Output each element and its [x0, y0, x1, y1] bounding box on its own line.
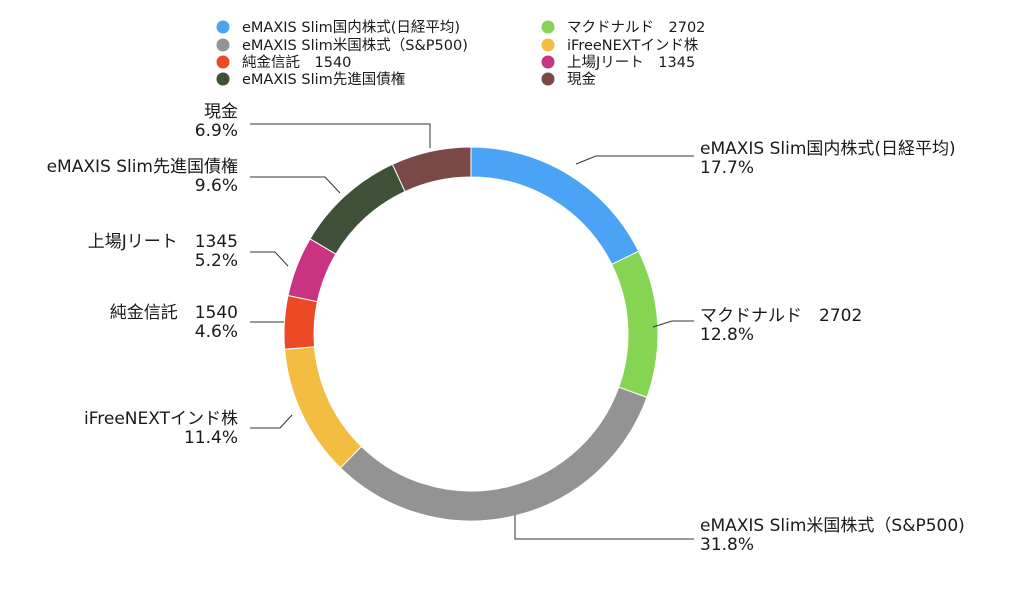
- donut-slice: [339, 386, 648, 522]
- donut-slices: [283, 146, 659, 522]
- legend-label: eMAXIS Slim米国株式（S&P500): [242, 37, 468, 54]
- legend-item: eMAXIS Slim先進国債権: [216, 71, 405, 88]
- donut-slice: [283, 294, 318, 350]
- leader-line: [250, 251, 289, 267]
- legend-label: 現金: [567, 71, 596, 88]
- slice-percent-label: 17.7%: [700, 158, 754, 178]
- leader-line: [652, 320, 694, 328]
- slice-label: eMAXIS Slim米国株式（S&P500)31.8%: [700, 516, 965, 555]
- donut-slice: [284, 346, 363, 469]
- slice-name-label: マクドナルド 2702: [700, 306, 862, 326]
- slice-name-label: 現金: [204, 102, 238, 122]
- legend-swatch: [541, 20, 555, 34]
- donut-slice: [470, 146, 640, 266]
- slice-name-label: eMAXIS Slim先進国債権: [47, 157, 238, 177]
- donut-slice: [611, 250, 659, 398]
- slice-percent-label: 5.2%: [195, 251, 238, 271]
- slice-percent-label: 12.8%: [700, 325, 754, 345]
- chart-legend: eMAXIS Slim国内株式(日経平均) マクドナルド 2702 eMAXIS S…: [216, 19, 705, 88]
- donut-slice: [391, 146, 472, 193]
- legend-swatch: [541, 38, 555, 52]
- legend-label: マクドナルド 2702: [567, 19, 705, 36]
- legend-item: 現金: [541, 71, 596, 88]
- slice-label: eMAXIS Slim国内株式(日経平均)17.7%: [700, 139, 956, 178]
- legend-item: 上場Jリート 1345: [541, 54, 695, 71]
- slice-name-label: eMAXIS Slim国内株式(日経平均): [700, 139, 956, 159]
- legend-label: 上場Jリート 1345: [567, 54, 695, 71]
- legend-label: 純金信託 1540: [242, 54, 351, 71]
- slice-percent-label: 6.9%: [195, 121, 238, 141]
- legend-swatch: [216, 55, 230, 69]
- leader-lines: [250, 123, 694, 540]
- legend-item: マクドナルド 2702: [541, 19, 705, 36]
- legend-label: eMAXIS Slim先進国債権: [242, 71, 405, 88]
- legend-label: iFreeNEXTインド株: [567, 37, 699, 54]
- legend-item: eMAXIS Slim国内株式(日経平均): [216, 19, 460, 36]
- leader-line: [575, 155, 694, 165]
- donut-slice: [309, 163, 406, 255]
- legend-swatch: [216, 20, 230, 34]
- legend-swatch: [216, 72, 230, 86]
- leader-line: [250, 414, 293, 429]
- leader-line: [250, 123, 431, 148]
- leader-line: [250, 176, 341, 194]
- slice-percent-label: 31.8%: [700, 535, 754, 555]
- legend-swatch: [541, 55, 555, 69]
- legend-item: iFreeNEXTインド株: [541, 37, 699, 54]
- slice-percent-label: 11.4%: [184, 428, 238, 448]
- slice-name-label: iFreeNEXTインド株: [84, 409, 238, 429]
- legend-label: eMAXIS Slim国内株式(日経平均): [242, 19, 460, 36]
- legend-item: 純金信託 1540: [216, 54, 351, 71]
- leader-line: [514, 515, 694, 540]
- slice-name-label: eMAXIS Slim米国株式（S&P500): [700, 516, 965, 536]
- legend-swatch: [541, 72, 555, 86]
- slice-percent-label: 9.6%: [195, 176, 238, 196]
- legend-swatch: [216, 38, 230, 52]
- legend-item: eMAXIS Slim米国株式（S&P500): [216, 37, 468, 54]
- slice-name-label: 上場Jリート 1345: [88, 232, 238, 252]
- slice-percent-label: 4.6%: [195, 322, 238, 342]
- slice-label: 現金6.9%: [195, 102, 238, 141]
- slice-labels: eMAXIS Slim国内株式(日経平均)17.7% マクドナルド 270212.…: [47, 102, 965, 555]
- slice-name-label: 純金信託 1540: [110, 303, 238, 323]
